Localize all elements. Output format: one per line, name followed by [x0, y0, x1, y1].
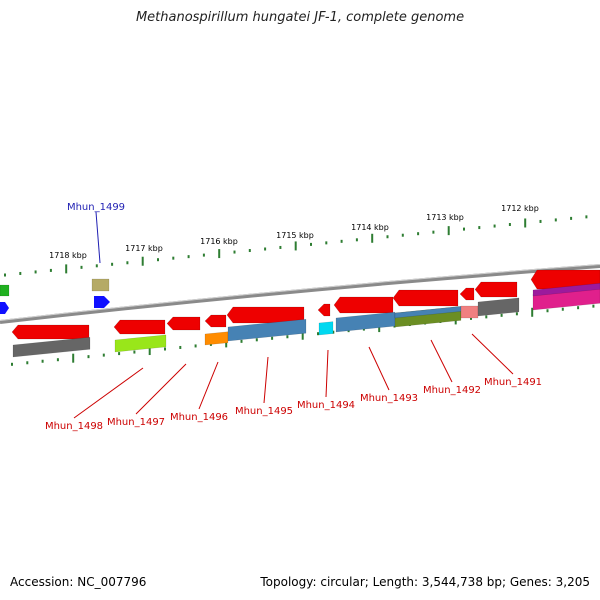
gene-label[interactable]: Mhun_1496 [170, 412, 228, 423]
gene-feature[interactable] [392, 289, 459, 307]
gene-feature[interactable] [114, 334, 167, 353]
leader-line [430, 339, 453, 383]
gene-feature[interactable] [11, 324, 90, 340]
gene-feature[interactable] [532, 283, 600, 297]
gene-label[interactable]: Mhun_1492 [423, 385, 481, 396]
gene-label[interactable]: Mhun_1495 [235, 406, 293, 417]
gene-feature[interactable] [335, 311, 396, 333]
kbp-label: 1712 kbp [501, 204, 539, 213]
leader-line [135, 363, 187, 415]
leader-line [95, 211, 101, 264]
gene-label[interactable]: Mhun_1494 [297, 400, 355, 411]
kbp-label: 1715 kbp [276, 231, 314, 240]
gene-feature[interactable] [333, 296, 394, 314]
gene-label[interactable]: Mhun_1491 [484, 377, 542, 388]
gene-feature[interactable] [12, 337, 91, 358]
gene-label[interactable]: Mhun_1497 [107, 417, 165, 428]
kbp-label: 1718 kbp [49, 251, 87, 260]
leader-line [325, 349, 329, 398]
map-title: Methanospirillum hungatei JF-1, complete… [135, 10, 465, 25]
gene-feature[interactable] [113, 319, 166, 335]
kbp-label: 1717 kbp [125, 244, 163, 253]
gene-feature[interactable] [474, 281, 518, 298]
gene-feature[interactable] [459, 287, 475, 301]
kbp-label: 1713 kbp [426, 213, 464, 222]
genome-backbone [0, 264, 600, 324]
gene-labels: Mhun_1499 Mhun_1498 Mhun_1497 Mhun_1496 Mhun… [45, 202, 542, 432]
gene-feature[interactable] [0, 284, 10, 297]
gene-feature[interactable] [227, 318, 307, 342]
leader-line [368, 346, 390, 391]
leader-line [263, 356, 269, 404]
gene-features [0, 269, 600, 358]
gene-feature[interactable] [94, 296, 110, 308]
gene-label[interactable]: Mhun_1498 [45, 421, 103, 432]
gene-feature[interactable] [0, 302, 9, 314]
kbp-label: 1714 kbp [351, 223, 389, 232]
kbp-scale: 1718 kbp 1717 kbp 1716 kbp 1715 kbp 1714 kbp… [49, 204, 539, 260]
gene-feature[interactable] [204, 314, 227, 328]
leader-line [73, 367, 144, 419]
leader-line [198, 361, 219, 410]
gene-feature[interactable] [91, 278, 110, 292]
gene-label[interactable]: Mhun_1493 [360, 393, 418, 404]
accession-text: Accession: NC_007796 [10, 575, 147, 589]
gene-feature[interactable] [318, 321, 334, 336]
kbp-label: 1716 kbp [200, 237, 238, 246]
gene-feature[interactable] [204, 331, 229, 346]
gene-feature[interactable] [477, 297, 520, 317]
gene-feature[interactable] [460, 305, 479, 319]
gene-label[interactable]: Mhun_1499 [67, 202, 125, 213]
leader-line [471, 333, 514, 375]
genome-backbone-highlight [0, 264, 600, 321]
upper-tick-track [4, 215, 588, 277]
gene-feature[interactable] [166, 316, 201, 331]
topology-text: Topology: circular; Length: 3,544,738 bp… [260, 575, 590, 589]
gene-feature[interactable] [317, 303, 331, 317]
